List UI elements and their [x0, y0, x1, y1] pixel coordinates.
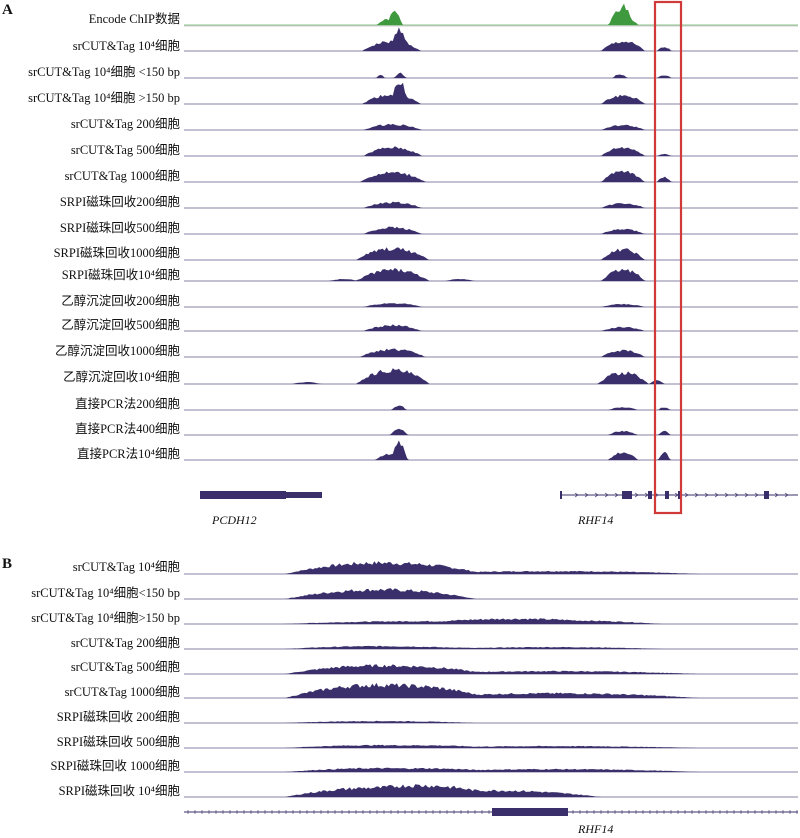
track-a-signal-13	[184, 348, 798, 357]
track-label-a15: 直接PCR法200细胞	[75, 397, 180, 411]
track-b-signal-3	[184, 645, 798, 649]
track-b-signal-0	[184, 561, 798, 574]
track-a-signal-14	[184, 368, 798, 384]
track-label-b2: srCUT&Tag 10⁴细胞>150 bp	[31, 611, 180, 625]
track-a-signal-10	[184, 268, 798, 281]
track-b-signal-1	[184, 588, 798, 599]
track-a-signal-5	[184, 146, 798, 156]
track-a-signal-16	[184, 428, 798, 435]
track-label-a12: 乙醇沉淀回收500细胞	[61, 318, 180, 332]
gene-rhf14-strand-arrow	[594, 492, 599, 498]
gene-rhf14-b-exon	[492, 808, 568, 816]
track-label-b6: SRPI磁珠回收 200细胞	[56, 710, 180, 724]
track-a-signal-12	[184, 324, 798, 331]
gene-pcdh12-exon-tail	[286, 492, 322, 498]
gene-rhf14-exon-5	[764, 491, 769, 499]
track-label-b3: srCUT&Tag 200细胞	[70, 636, 180, 650]
track-a-signal-3	[184, 82, 798, 104]
track-a-signal-7	[184, 201, 798, 208]
track-a-signal-6	[184, 170, 798, 182]
track-label-b4: srCUT&Tag 500细胞	[70, 660, 180, 674]
highlight-box	[653, 0, 683, 515]
gene-label-rhf14-b: RHF14	[578, 822, 614, 836]
gene-rhf14-exon-0	[560, 491, 562, 499]
track-b-signal-7	[184, 744, 798, 748]
track-a-signal-11	[184, 303, 798, 307]
track-label-b7: SRPI磁珠回收 500细胞	[56, 735, 180, 749]
track-label-a1: srCUT&Tag 10⁴细胞	[72, 39, 180, 53]
track-label-a6: srCUT&Tag 1000细胞	[64, 169, 180, 183]
track-b-signal-2	[184, 618, 798, 624]
track-a-signal-0	[184, 3, 798, 25]
track-a-signal-17	[184, 440, 798, 460]
track-label-a17: 直接PCR法10⁴细胞	[77, 447, 180, 461]
track-label-a2: srCUT&Tag 10⁴细胞 <150 bp	[28, 65, 180, 79]
gene-label-rhf14-a: RHF14	[578, 513, 614, 527]
gene-rhf14-strand-arrow	[724, 492, 729, 498]
gene-rhf14-strand-arrow	[684, 492, 689, 498]
track-a-signal-1	[184, 27, 798, 51]
track-label-b0: srCUT&Tag 10⁴细胞	[72, 560, 180, 574]
gene-rhf14-strand-arrow	[734, 492, 739, 498]
gene-rhf14-exon-3	[665, 491, 669, 499]
track-label-a9: SRPI磁珠回收1000细胞	[53, 246, 180, 260]
gene-rhf14-strand-arrow	[764, 492, 769, 498]
track-b-signal-4	[184, 664, 798, 674]
gene-rhf14-strand-arrow	[624, 492, 629, 498]
track-b-signal-5	[184, 682, 798, 698]
track-label-b5: srCUT&Tag 1000细胞	[64, 685, 180, 699]
track-a-signal-9	[184, 247, 798, 260]
track-label-b9: SRPI磁珠回收 10⁴细胞	[58, 784, 180, 798]
track-b-signal-6	[184, 720, 798, 723]
gene-rhf14-exon-2	[648, 491, 652, 499]
track-label-a5: srCUT&Tag 500细胞	[70, 143, 180, 157]
gene-rhf14-strand-arrow	[754, 492, 759, 498]
gene-rhf14-strand-arrow	[664, 492, 669, 498]
track-a-signal-4	[184, 123, 798, 130]
track-label-a3: srCUT&Tag 10⁴细胞 >150 bp	[28, 91, 180, 105]
track-label-a16: 直接PCR法400细胞	[75, 422, 180, 436]
track-label-a4: srCUT&Tag 200细胞	[70, 117, 180, 131]
panel-b-letter: B	[2, 556, 13, 572]
track-label-a10: SRPI磁珠回收10⁴细胞	[61, 268, 180, 282]
track-b-signal-9	[184, 784, 798, 797]
gene-rhf14-strand-arrow	[644, 492, 649, 498]
gene-rhf14-strand-arrow	[714, 492, 719, 498]
track-a-signal-2	[184, 72, 798, 78]
gene-pcdh12-exon-block	[200, 491, 286, 499]
gene-label-pcdh12: PCDH12	[212, 513, 257, 527]
track-a-signal-8	[184, 226, 798, 234]
gene-rhf14-strand-arrow	[774, 492, 779, 498]
panel-a-letter: A	[2, 2, 13, 18]
gene-rhf14-strand-arrow	[604, 492, 609, 498]
gene-rhf14-strand-arrow	[784, 492, 789, 498]
gene-rhf14-exon-1	[622, 491, 632, 499]
gene-rhf14-strand-arrow	[694, 492, 699, 498]
track-label-a13: 乙醇沉淀回收1000细胞	[54, 344, 180, 358]
track-label-a14: 乙醇沉淀回收10⁴细胞	[63, 370, 180, 384]
gene-rhf14-strand-arrow	[704, 492, 709, 498]
track-b-signal-8	[184, 767, 798, 772]
track-label-b8: SRPI磁珠回收 1000细胞	[50, 759, 180, 773]
track-label-a7: SRPI磁珠回收200细胞	[59, 195, 180, 209]
gene-rhf14-strand-arrow	[744, 492, 749, 498]
track-label-a11: 乙醇沉淀回收200细胞	[61, 294, 180, 308]
gene-rhf14-strand-arrow	[614, 492, 619, 498]
track-a-signal-15	[184, 405, 798, 410]
gene-rhf14-strand-arrow	[674, 492, 679, 498]
track-label-b1: srCUT&Tag 10⁴细胞<150 bp	[31, 586, 180, 600]
gene-rhf14-strand-arrow	[584, 492, 589, 498]
track-label-a8: SRPI磁珠回收500细胞	[59, 221, 180, 235]
gene-rhf14-strand-arrow	[574, 492, 579, 498]
track-label-a0: Encode ChIP数据	[88, 12, 180, 26]
gene-rhf14-strand-arrow	[634, 492, 639, 498]
